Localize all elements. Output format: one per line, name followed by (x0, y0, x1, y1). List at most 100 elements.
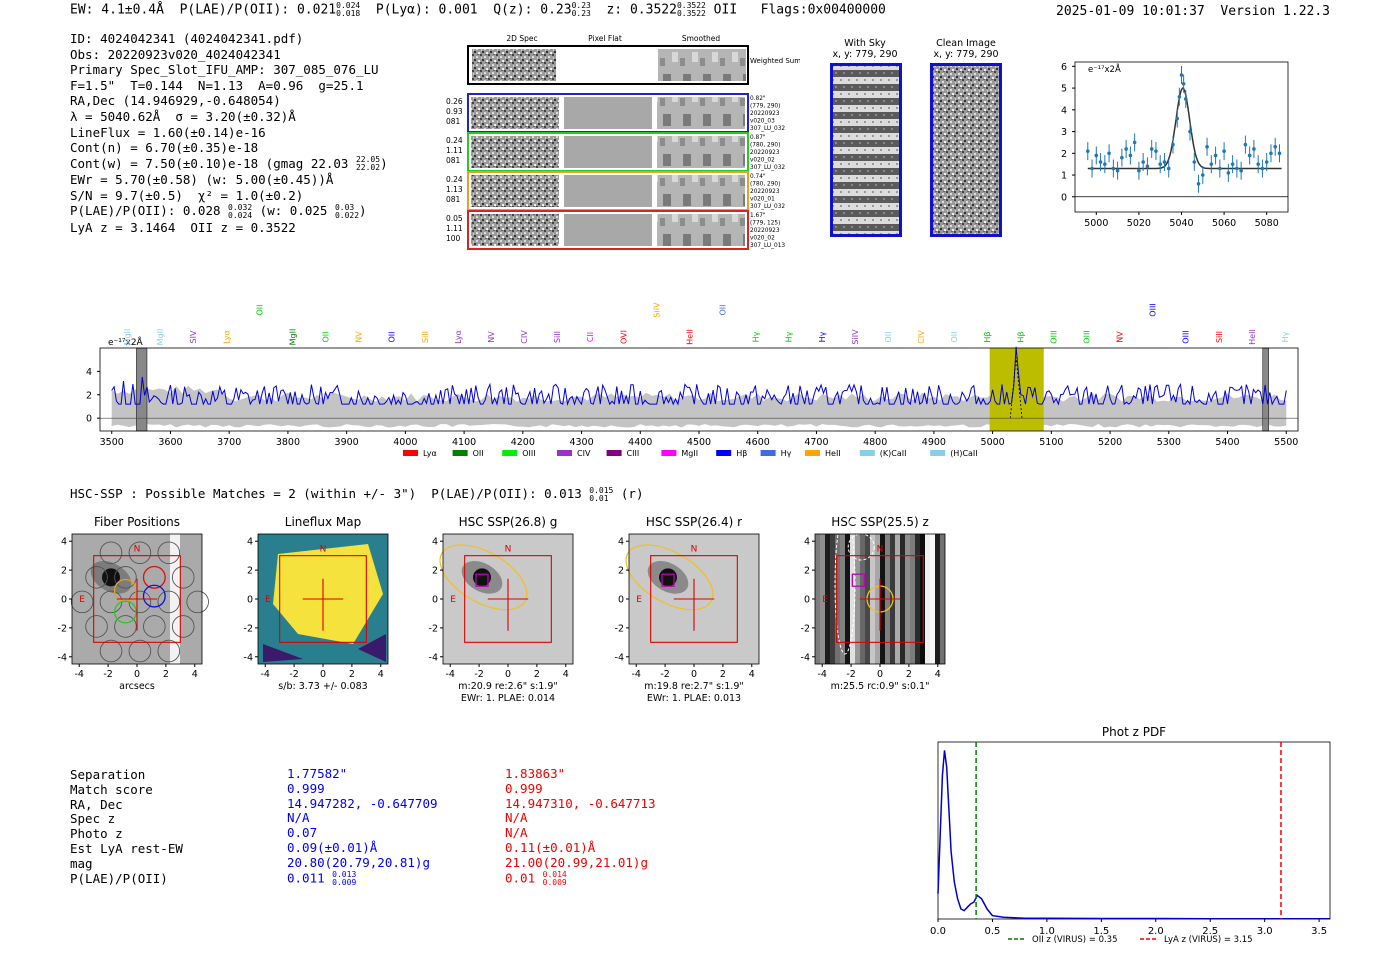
emission-line-label: MgII (288, 329, 297, 346)
panel-title: HSC SSP(25.5) z (831, 515, 929, 529)
fiber-highlight (142, 584, 166, 608)
wavelength-sigma: λ = 5040.62Å σ = 3.20(±0.32)Å (70, 108, 296, 124)
panel-xtick-label: 0 (134, 669, 140, 680)
emission-line-label: OII (322, 331, 331, 342)
fit-data-point (1179, 73, 1184, 77)
match-value: N/A (505, 825, 528, 841)
z-band-stripe (815, 534, 820, 664)
legend-swatch (403, 450, 418, 456)
match-value: 1.83863" (505, 766, 566, 781)
fit-ytick-label: 5 (1061, 84, 1067, 95)
signal-noise: S/N = 9.7(±0.5) χ² = 1.0(±0.2) (70, 187, 304, 203)
galaxy-core (473, 568, 491, 587)
panel-xtick-label: 0 (320, 669, 326, 680)
fiber-circle (99, 639, 123, 663)
fit-ytick-label: 1 (1061, 171, 1067, 182)
spectrum-xtick-label: 4100 (452, 437, 476, 448)
cutout-row-stat: 0.26 (446, 97, 463, 106)
detection-id: ID: 4024042341 (4024042341.pdf) (70, 31, 304, 46)
fit-data-point (1196, 181, 1201, 186)
observation-id: Obs: 20220923v020_4024042341 (70, 46, 281, 62)
fit-data-point (1158, 162, 1162, 166)
cutout-row-meta: (779, 290) (750, 104, 780, 110)
fit-data-point (1094, 153, 1099, 158)
clean-image (930, 63, 1002, 237)
panel-ytick-label: 2 (61, 566, 67, 577)
plya-value: P(Lyα): 0.001 (375, 2, 478, 18)
photz-pdf-curve (937, 750, 1330, 920)
cutout-row-meta: 1.67" (750, 213, 766, 219)
cont-n: Cont(n) = 6.70(±0.35)e-18 (70, 140, 259, 156)
spectrum-xtick-label: 5000 (981, 437, 1005, 448)
fiber-circle (114, 615, 137, 638)
east-marker: E (636, 595, 642, 605)
legend-label: Lyα (423, 449, 437, 458)
east-marker: E (822, 595, 828, 605)
fit-unit-label: e⁻¹⁷x2Å (1088, 63, 1121, 75)
col-2d-spec: 2D Spec (506, 34, 537, 43)
fit-xtick-label: 5080 (1255, 218, 1279, 229)
legend-swatch (760, 450, 776, 456)
panel-xtick-label: 0 (877, 669, 883, 680)
fit-data-point (1175, 116, 1180, 121)
fit-data-point (1222, 149, 1226, 153)
cutout-flat-image (564, 214, 652, 246)
panel-ytick-label: 0 (432, 595, 438, 606)
emission-line-label: Hγ (752, 331, 761, 342)
panel-xtick-label: 4 (749, 669, 755, 680)
match-value: N/A (287, 810, 310, 826)
cutout-row-stat: 0.24 (446, 136, 463, 145)
lineflux-low-region (358, 634, 386, 662)
flags-value: Flags:0x00400000 (760, 2, 886, 18)
panel-ytick-label: 0 (804, 595, 810, 606)
photz-title: Phot z PDF (1102, 725, 1166, 739)
spectrum-unit: e⁻¹⁷x2Å (108, 336, 144, 348)
z-band-stripe (920, 534, 925, 664)
panel-title: HSC SSP(26.8) g (459, 515, 558, 529)
cutout-row-meta: (780, 290) (750, 182, 780, 188)
ew-value: EW: 4.1±0.4Å (70, 2, 164, 18)
emission-line-label: Hγ (818, 331, 827, 342)
emission-line-label: SiII (421, 331, 430, 343)
north-marker: N (320, 544, 327, 554)
spectrum-xtick-label: 4800 (863, 437, 887, 448)
fiber-highlight (113, 600, 137, 624)
fit-data-point (1120, 155, 1124, 160)
spectrum-xtick-label: 4000 (393, 437, 417, 448)
fiber-circle (171, 566, 195, 589)
panel-ytick-label: -4 (58, 652, 67, 663)
fit-data-point (1247, 153, 1252, 158)
z-band-stripe (925, 534, 930, 664)
fiber-circle (128, 541, 152, 565)
panel-ytick-label: 4 (432, 537, 438, 548)
fit-data-point (1201, 173, 1205, 177)
photz-xtick-label: 2.0 (1148, 926, 1164, 937)
z-band-stripe (905, 534, 910, 664)
galaxy-core (659, 568, 677, 587)
fit-ytick-label: 4 (1061, 105, 1067, 116)
legend-label: Hβ (736, 449, 747, 458)
line-fit-chart: 0 1 2 3 4 5 6 5000 5020 5040 5060 5080 e⁻¹⁷x2Å (1061, 61, 1289, 229)
panel-title: Fiber Positions (94, 515, 180, 529)
panel-caption: EWr: 1. PLAE: 0.013 (647, 693, 741, 704)
photz-frame (937, 741, 1331, 920)
z-band-stripe (910, 534, 915, 664)
cutout-row-meta: 20220923 (750, 228, 780, 234)
line-flux: LineFlux = 1.60(±0.14)e-16 (70, 124, 266, 140)
east-marker: E (79, 595, 85, 605)
legend-swatch (716, 450, 732, 456)
emission-line-label: NV (487, 331, 496, 343)
legend-swatch (930, 450, 946, 456)
match-value: 0.07 (287, 825, 318, 841)
panel-ytick-label: -2 (429, 623, 438, 634)
fiber-circle (143, 615, 166, 638)
north-marker: N (505, 544, 512, 554)
cutout-row-meta: 0.74" (750, 174, 766, 180)
fit-data-point (1085, 149, 1090, 153)
fit-data-point (1226, 171, 1231, 175)
cutout-row-meta: 20220923 (750, 189, 780, 195)
z-band-stripe (850, 534, 855, 664)
match-2-values: 1.83863" 0.999 14.947310, -0.647713 N/A N/A 0… (505, 766, 656, 886)
fiber-highlight (142, 565, 166, 589)
cutout-row-meta: 307_LU_013 (750, 243, 785, 249)
